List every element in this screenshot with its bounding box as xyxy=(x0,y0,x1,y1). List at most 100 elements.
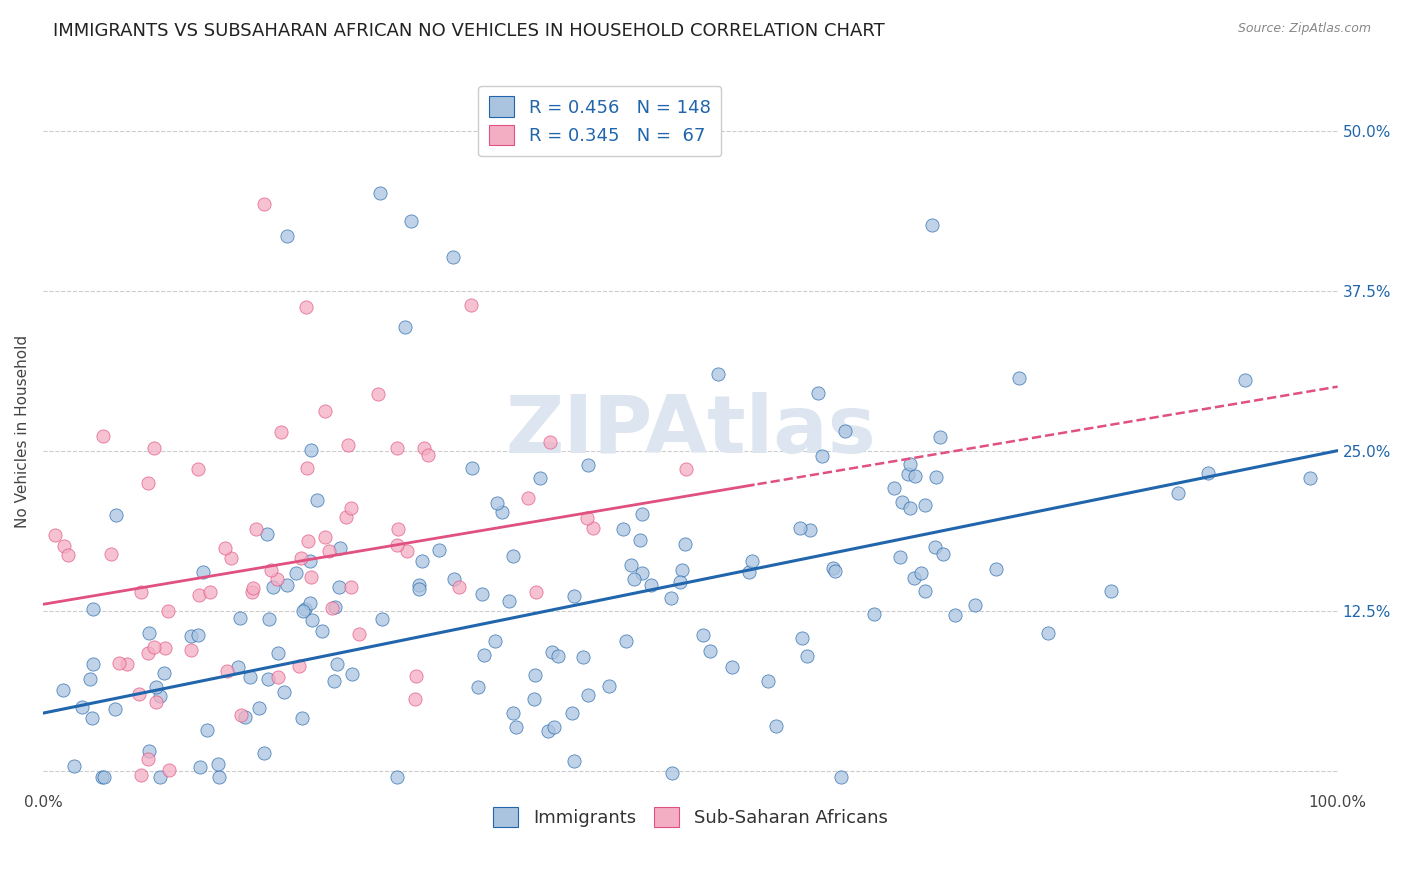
Point xyxy=(276,578,298,592)
Point xyxy=(145,695,167,709)
Point xyxy=(180,643,202,657)
Point xyxy=(524,584,547,599)
Point xyxy=(1299,471,1322,485)
Point xyxy=(523,692,546,706)
Point xyxy=(640,577,662,591)
Point xyxy=(180,629,202,643)
Point xyxy=(471,587,494,601)
Point xyxy=(738,565,761,579)
Point xyxy=(427,543,450,558)
Point xyxy=(758,674,780,689)
Point xyxy=(898,457,921,471)
Point xyxy=(100,547,122,561)
Point xyxy=(576,511,599,525)
Point xyxy=(502,549,524,563)
Point xyxy=(898,500,921,515)
Point xyxy=(257,612,280,626)
Point xyxy=(157,763,180,777)
Point xyxy=(623,572,645,586)
Point xyxy=(628,533,651,548)
Point xyxy=(965,598,987,612)
Point xyxy=(412,441,434,455)
Point xyxy=(408,582,430,597)
Point xyxy=(914,583,936,598)
Point xyxy=(273,685,295,699)
Point xyxy=(191,565,214,579)
Point xyxy=(502,706,524,720)
Point xyxy=(219,551,242,566)
Point xyxy=(821,561,844,575)
Text: ZIPAtlas: ZIPAtlas xyxy=(505,392,876,470)
Point xyxy=(418,448,440,462)
Point xyxy=(538,435,561,450)
Point xyxy=(299,442,322,457)
Legend: Immigrants, Sub-Saharan Africans: Immigrants, Sub-Saharan Africans xyxy=(486,799,894,835)
Point xyxy=(53,539,76,553)
Point xyxy=(399,214,422,228)
Point xyxy=(299,570,322,584)
Point xyxy=(630,566,652,580)
Point xyxy=(82,602,104,616)
Point xyxy=(214,541,236,555)
Point xyxy=(136,475,159,490)
Point xyxy=(322,673,344,688)
Point xyxy=(562,754,585,768)
Point xyxy=(208,770,231,784)
Point xyxy=(562,589,585,603)
Point xyxy=(188,759,211,773)
Point xyxy=(253,197,276,211)
Point xyxy=(498,594,520,608)
Point xyxy=(914,498,936,512)
Point xyxy=(256,526,278,541)
Point xyxy=(890,495,912,509)
Point xyxy=(467,681,489,695)
Point xyxy=(889,549,911,564)
Point xyxy=(260,563,283,577)
Point xyxy=(517,491,540,505)
Point xyxy=(44,528,66,542)
Point xyxy=(1099,584,1122,599)
Point xyxy=(367,386,389,401)
Point xyxy=(824,564,846,578)
Point xyxy=(129,585,152,599)
Point xyxy=(270,425,292,439)
Text: Source: ZipAtlas.com: Source: ZipAtlas.com xyxy=(1237,22,1371,36)
Point xyxy=(810,449,832,463)
Point xyxy=(659,591,682,606)
Point xyxy=(298,596,321,610)
Point xyxy=(143,640,166,654)
Point xyxy=(484,634,506,648)
Point xyxy=(266,572,288,586)
Point xyxy=(253,747,276,761)
Point xyxy=(276,228,298,243)
Point xyxy=(290,550,312,565)
Point xyxy=(630,507,652,521)
Point xyxy=(91,429,114,443)
Point xyxy=(226,660,249,674)
Point xyxy=(187,462,209,476)
Point xyxy=(675,462,697,476)
Point xyxy=(128,687,150,701)
Point xyxy=(834,424,856,438)
Point xyxy=(984,562,1007,576)
Point xyxy=(460,298,482,312)
Point xyxy=(620,558,643,572)
Point xyxy=(288,659,311,673)
Point xyxy=(307,492,329,507)
Point xyxy=(547,648,569,663)
Point xyxy=(295,460,318,475)
Point xyxy=(153,666,176,681)
Point xyxy=(443,572,465,586)
Point xyxy=(187,628,209,642)
Point xyxy=(321,601,343,615)
Point xyxy=(661,765,683,780)
Point xyxy=(461,460,484,475)
Point xyxy=(295,300,318,314)
Point xyxy=(505,721,527,735)
Point xyxy=(207,756,229,771)
Point xyxy=(491,505,513,519)
Point xyxy=(441,250,464,264)
Point xyxy=(1197,466,1219,480)
Point xyxy=(115,657,138,671)
Point xyxy=(291,711,314,725)
